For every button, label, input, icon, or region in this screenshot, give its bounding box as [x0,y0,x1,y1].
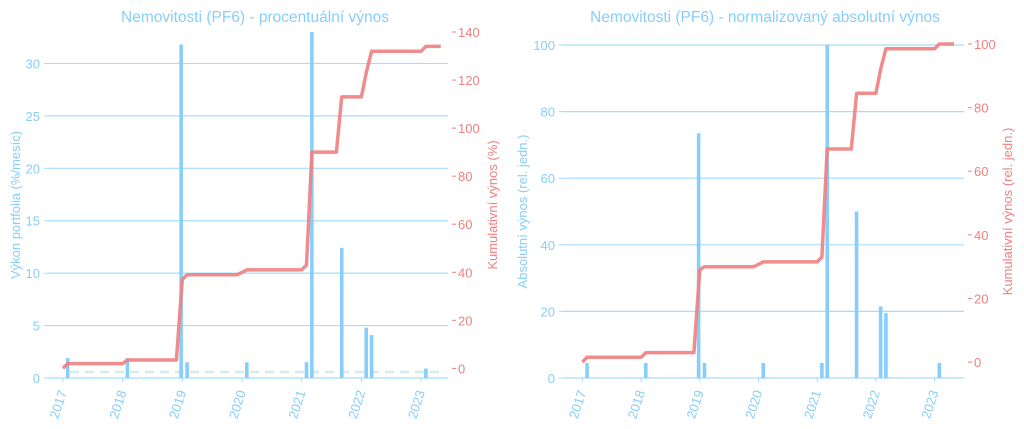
y2-tick-label: 40 [458,265,472,280]
bar [696,133,701,378]
bar [825,45,830,378]
y-tick-label: 30 [26,56,40,71]
bar [185,362,189,378]
x-tick-label: 2020 [226,388,249,420]
y-tick-label: 40 [541,238,555,253]
x-tick-label: 2022 [345,388,368,420]
bar [761,363,766,378]
y-tick-label: 20 [26,161,40,176]
y-tick-label: 80 [541,105,555,120]
bar [179,44,183,378]
bar [369,335,374,378]
y2-tick-label: 120 [458,73,480,88]
y-axis-label: Absolutní výnos (rel. jedn.) [515,135,530,289]
y2-tick-label: 60 [974,164,988,179]
y-tick-label: 5 [33,319,40,334]
bar [643,363,648,378]
bar [702,363,707,378]
x-tick-label: 2017 [47,388,70,420]
y2-tick-label: 0 [458,361,465,376]
bar [424,368,428,378]
y2-axis-label: Kumulativní výnos (%) [485,140,500,269]
x-tick-label: 2021 [801,388,824,420]
y-tick-label: 20 [541,304,555,319]
y2-tick-label: 20 [458,313,472,328]
x-tick-label: 2023 [405,388,428,420]
chart-title: Nemovitosti (PF6) - normalizovaný absolu… [590,9,940,26]
bar [364,327,369,378]
x-tick-label: 2022 [860,388,883,420]
y2-tick-label: 140 [458,25,480,40]
bar [310,32,314,378]
bar [245,362,249,378]
chart-panel-1: Nemovitosti (PF6) - procentuální výnos 0 5… [8,9,500,420]
y2-tick-label: 40 [974,228,988,243]
y2-tick-label: 80 [974,101,988,116]
bar [854,211,859,378]
y2-tick-label: 60 [458,217,472,232]
y-tick-label: 25 [26,109,40,124]
y2-tick-label: 80 [458,169,472,184]
x-tick-label: 2019 [166,388,189,420]
x-tick-label: 2020 [742,388,765,420]
bar [65,358,70,378]
bar [339,247,344,378]
bar [878,306,883,378]
y2-tick-label: 20 [974,291,988,306]
bar [937,363,942,378]
bar [125,358,130,378]
y-tick-label: 0 [33,371,40,386]
bar [820,363,824,378]
x-tick-label: 2017 [566,388,589,420]
bar [585,363,589,378]
x-tick-label: 2023 [918,388,941,420]
x-tick-label: 2018 [106,388,129,420]
y-tick-label: 0 [548,371,555,386]
chart-title: Nemovitosti (PF6) - procentuální výnos [121,9,389,26]
cumulative-line [581,42,954,364]
y2-tick-label: 100 [458,121,480,136]
chart-panel-2: Nemovitosti (PF6) - normalizovaný absolu… [515,9,1015,420]
bar [304,362,309,378]
x-tick-label: 2019 [683,388,706,420]
y2-tick-label: 100 [974,37,996,52]
y-tick-label: 60 [541,171,555,186]
y-axis-label: Výkon portfolia (%/mesíc) [8,131,23,279]
y-tick-label: 10 [26,266,40,281]
x-tick-label: 2021 [285,388,308,420]
y-tick-label: 100 [533,38,555,53]
y-tick-label: 15 [26,214,40,229]
y2-tick-label: 0 [974,355,981,370]
x-tick-label: 2018 [625,388,648,420]
cumulative-line [61,44,441,370]
bar [884,313,888,378]
y2-axis-label: Kumulativní výnos (rel. jedn.) [1000,128,1015,296]
